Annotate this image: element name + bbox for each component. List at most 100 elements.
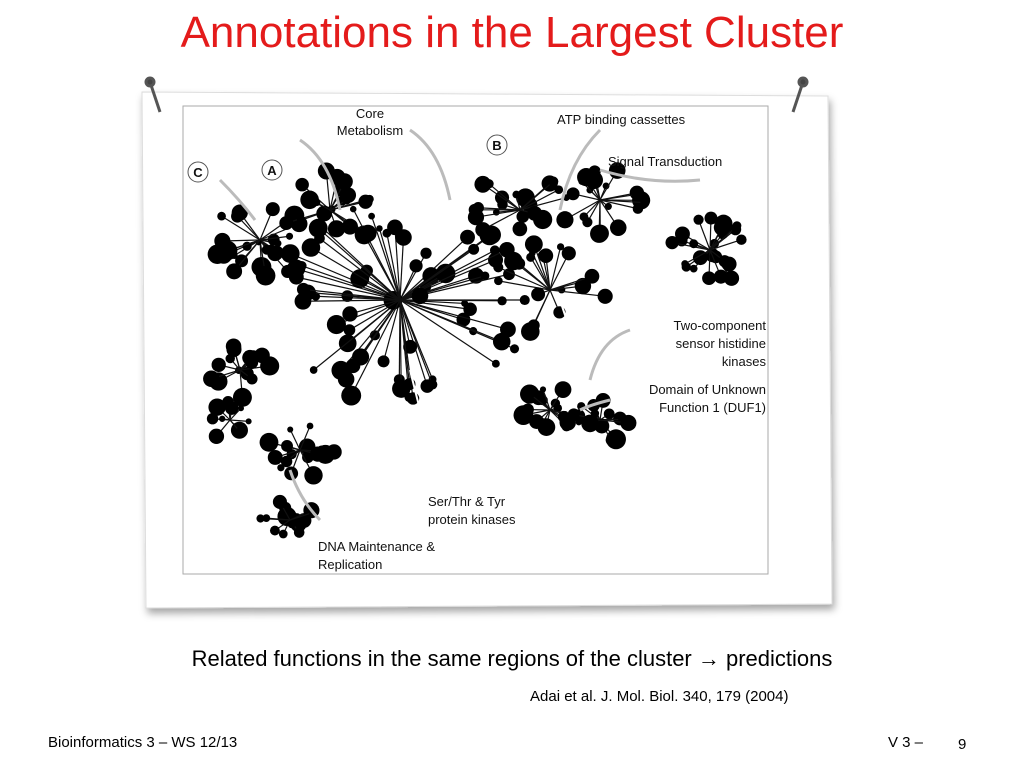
citation: Adai et al. J. Mol. Biol. 340, 179 (2004… [530, 688, 789, 705]
network-node [605, 434, 617, 446]
network-node [493, 262, 504, 273]
network-node [713, 269, 728, 284]
caption: Related functions in the same regions of… [191, 646, 833, 671]
network-node [632, 203, 644, 214]
network-node [590, 224, 609, 243]
network-node [584, 268, 600, 284]
network-node [497, 199, 508, 210]
network-node [267, 449, 283, 465]
network-node [689, 264, 698, 273]
network-node [420, 247, 432, 259]
network-node [259, 432, 279, 452]
label: sensor histidine [676, 336, 766, 351]
footer-course: Bioinformatics 3 – WS 12/13 [48, 734, 238, 751]
network-node [237, 405, 244, 412]
label: Two-component [674, 318, 767, 333]
network-node [717, 228, 728, 240]
network-edge [350, 299, 401, 396]
network-node [463, 302, 477, 317]
network-edge [531, 394, 551, 411]
network-node [491, 359, 500, 368]
network-edge [259, 235, 290, 241]
network-node [512, 221, 528, 237]
network-node [260, 356, 280, 376]
network-edge [399, 237, 405, 301]
network-node [269, 525, 280, 536]
network-node [278, 529, 288, 539]
network-edge [599, 199, 639, 210]
network-edge [295, 268, 401, 301]
network-node [528, 392, 535, 399]
network-node [287, 426, 294, 433]
network-node [296, 282, 311, 296]
network-node [665, 235, 679, 250]
network-edge [519, 180, 554, 211]
label: C [193, 165, 203, 180]
network-node [597, 288, 613, 304]
network-edge [488, 183, 521, 211]
network-node [295, 177, 309, 192]
network-node [343, 324, 356, 336]
network-node [256, 514, 265, 523]
network-node [631, 189, 642, 200]
network-node [556, 211, 574, 229]
page-number: 9 [958, 736, 967, 753]
label: A [267, 163, 277, 178]
network-image [203, 162, 747, 539]
network-edge [289, 511, 314, 521]
network-node [269, 245, 284, 260]
network-edge [399, 299, 433, 385]
network-edge [317, 227, 401, 301]
network-edge [221, 215, 261, 241]
network-node [723, 270, 740, 286]
network-node [217, 211, 226, 221]
network-edge [290, 253, 401, 301]
network-edge [549, 289, 606, 297]
network-edge [371, 215, 401, 301]
network-node [306, 422, 314, 430]
network-edge [399, 299, 471, 310]
network-node [208, 398, 226, 416]
network-node [231, 204, 248, 221]
network-edge [289, 429, 301, 451]
network-node [604, 202, 612, 210]
network-node [245, 356, 259, 370]
network-node [474, 175, 492, 193]
network-edge [313, 299, 401, 371]
badge [486, 134, 508, 156]
network-edge [478, 207, 521, 211]
network-node [313, 199, 321, 207]
network-node [516, 210, 530, 223]
network-edge [399, 248, 475, 301]
network-node [281, 264, 295, 279]
label: Replication [318, 557, 382, 572]
footer-section: V 3 – [888, 734, 924, 751]
network-node [566, 187, 580, 201]
network-edge [349, 299, 401, 315]
network-node [581, 414, 599, 433]
label: Metabolism [337, 123, 403, 138]
network-node [494, 276, 503, 286]
network-node [513, 405, 534, 425]
network-node [512, 257, 526, 270]
network-node [245, 418, 252, 425]
network-node [468, 243, 480, 255]
network-node [609, 219, 627, 236]
network-node [527, 205, 543, 221]
network-node [731, 224, 739, 232]
network-edge [698, 219, 711, 251]
network-edge [531, 252, 551, 291]
network-edge [399, 299, 411, 385]
network-node [554, 381, 572, 398]
network-node [435, 263, 456, 284]
network-node [492, 332, 511, 351]
network-node [279, 216, 294, 231]
network-node [211, 357, 226, 372]
network-edge [518, 263, 551, 291]
network-edge [386, 233, 401, 301]
network-node [341, 218, 358, 235]
network-node [272, 494, 287, 509]
label: Signal Transduction [608, 154, 722, 169]
network-edge [340, 299, 401, 371]
